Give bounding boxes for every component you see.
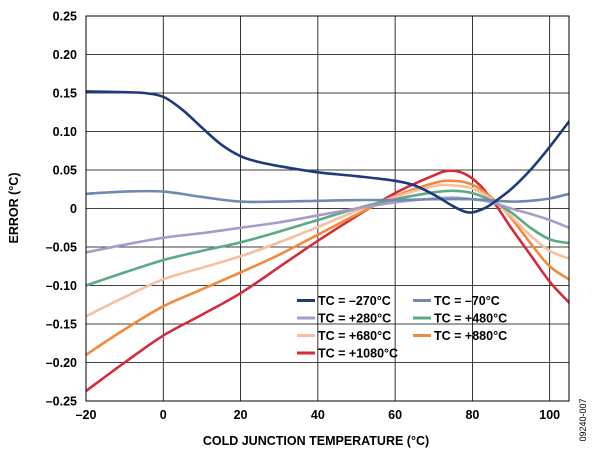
legend-label-3: TC = +480°C bbox=[434, 312, 507, 326]
x-axis-title: COLD JUNCTION TEMPERATURE (°C) bbox=[203, 434, 429, 448]
y-tick-label: 0.15 bbox=[53, 87, 77, 101]
y-tick-label: –0.05 bbox=[46, 241, 77, 255]
legend-label-5: TC = +880°C bbox=[434, 329, 507, 343]
legend-label-6: TC = +1080°C bbox=[318, 347, 398, 361]
plot-frame bbox=[85, 15, 570, 402]
x-tick-label: 80 bbox=[465, 408, 479, 422]
y-tick-label: 0.10 bbox=[53, 125, 77, 139]
y-tick-label: –0.15 bbox=[46, 318, 77, 332]
y-axis-title: ERROR (°C) bbox=[7, 173, 21, 244]
x-tick-labels: –20 0 20 40 60 80 100 bbox=[76, 408, 561, 422]
legend-label-2: TC = +280°C bbox=[318, 312, 391, 326]
x-tick-label: 40 bbox=[311, 408, 325, 422]
series-layer bbox=[86, 90, 569, 393]
x-tick-label: 60 bbox=[388, 408, 402, 422]
series-line-0 bbox=[86, 90, 569, 214]
legend: TC = –270°C TC = –70°C TC = +280°C TC = +48… bbox=[297, 294, 507, 361]
y-tick-label: 0.25 bbox=[53, 10, 77, 24]
series-line-1 bbox=[86, 189, 569, 204]
y-tick-label: 0.05 bbox=[53, 164, 77, 178]
y-tick-label: –0.25 bbox=[46, 395, 77, 409]
legend-label-0: TC = –270°C bbox=[318, 294, 391, 308]
y-tick-labels: 0.25 0.20 0.15 0.10 0.05 0 –0.05 –0.10 –0.15 –0.2… bbox=[46, 10, 77, 409]
y-tick-label: 0 bbox=[70, 202, 77, 216]
series-line-2 bbox=[86, 196, 569, 254]
x-tick-label: 100 bbox=[539, 408, 560, 422]
legend-label-4: TC = +680°C bbox=[318, 329, 391, 343]
grid bbox=[85, 15, 569, 402]
y-tick-label: –0.10 bbox=[46, 279, 77, 293]
x-tick-label: 0 bbox=[160, 408, 167, 422]
legend-label-1: TC = –70°C bbox=[434, 294, 500, 308]
series-line-6 bbox=[86, 169, 569, 393]
y-tick-label: 0.20 bbox=[53, 48, 77, 62]
x-tick-label: 20 bbox=[234, 408, 248, 422]
x-tick-label: –20 bbox=[76, 408, 97, 422]
figure-code: 09240-007 bbox=[578, 398, 588, 441]
series-line-4 bbox=[86, 183, 569, 318]
y-tick-label: –0.20 bbox=[46, 356, 77, 370]
